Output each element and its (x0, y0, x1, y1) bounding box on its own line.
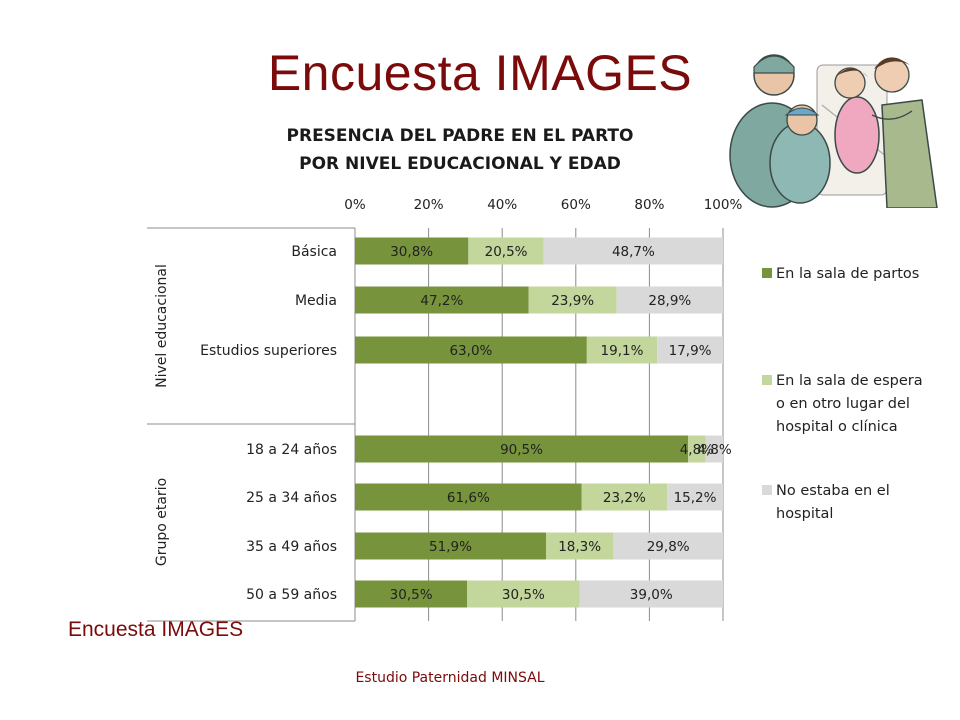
legend-label: En la sala de espera o en otro lugar del… (776, 373, 923, 435)
data-label: 19,1% (601, 343, 644, 359)
data-label: 29,8% (647, 539, 690, 555)
data-label: 4,8% (680, 442, 714, 458)
legend-swatch (762, 375, 772, 385)
x-tick-label: 100% (704, 197, 743, 213)
data-label: 23,9% (551, 293, 594, 309)
bar-segment-1 (355, 286, 529, 314)
chart-title: PRESENCIA DEL PADRE EN EL PARTO POR NIVE… (220, 122, 700, 178)
x-tick-label: 40% (487, 197, 517, 213)
data-label: 61,6% (447, 490, 490, 506)
data-label: 28,9% (648, 293, 691, 309)
slide-title: Encuesta IMAGES (267, 45, 693, 101)
legend-swatch (762, 268, 772, 278)
bar-segment-1 (355, 237, 469, 265)
data-label: 4,8% (697, 442, 731, 458)
bar-segment-3 (616, 286, 723, 314)
data-label: 30,5% (390, 587, 433, 603)
bar-segment-1 (355, 580, 468, 608)
data-label: 63,0% (449, 343, 492, 359)
chart-title-line-1: PRESENCIA DEL PADRE EN EL PARTO (286, 126, 634, 146)
bar-segment-3 (657, 336, 723, 364)
category-label: Estudios superiores (200, 343, 337, 359)
bar-segment-3 (667, 483, 723, 511)
data-label: 90,5% (500, 442, 543, 458)
bar-segment-1 (355, 483, 582, 511)
legend-swatch (762, 485, 772, 495)
bar-segment-2 (688, 435, 706, 463)
category-label: 18 a 24 años (246, 442, 337, 458)
data-label: 39,0% (630, 587, 673, 603)
legend-label: No estaba en el hospital (776, 483, 890, 522)
bar-segment-3 (705, 435, 723, 463)
bar-segment-1 (355, 435, 689, 463)
data-label: 48,7% (612, 244, 655, 260)
data-label: 51,9% (429, 539, 472, 555)
bar-segment-3 (613, 532, 723, 560)
data-label: 30,8% (390, 244, 433, 260)
category-label: Básica (291, 244, 337, 260)
data-label: 47,2% (420, 293, 463, 309)
bar-segment-3 (543, 237, 723, 265)
category-label: 35 a 49 años (246, 539, 337, 555)
bar-segment-2 (586, 336, 658, 364)
legend-label: En la sala de partos (776, 266, 920, 282)
category-label: Media (295, 293, 337, 309)
group-label: Nivel educacional (154, 264, 170, 388)
data-label: 30,5% (502, 587, 545, 603)
data-label: 18,3% (558, 539, 601, 555)
x-tick-label: 20% (414, 197, 444, 213)
bar-segment-2 (468, 237, 544, 265)
chart-title-line-2: POR NIVEL EDUCACIONAL Y EDAD (299, 154, 621, 174)
x-tick-label: 60% (561, 197, 591, 213)
data-label: 20,5% (485, 244, 528, 260)
childbirth-illustration (729, 54, 938, 208)
footer-source-label: Encuesta IMAGES (68, 618, 244, 641)
bar-segment-1 (355, 336, 587, 364)
data-label: 17,9% (669, 343, 712, 359)
bar-segment-3 (579, 580, 723, 608)
category-label: 25 a 34 años (246, 490, 337, 506)
bar-segment-2 (581, 483, 668, 511)
bar-segment-2 (545, 532, 614, 560)
bar-segment-2 (528, 286, 617, 314)
data-label: 23,2% (603, 490, 646, 506)
x-tick-label: 0% (344, 197, 366, 213)
bar-segment-2 (467, 580, 580, 608)
x-tick-label: 80% (634, 197, 664, 213)
group-label: Grupo etario (154, 478, 170, 566)
footer-study-label: Estudio Paternidad MINSAL (355, 670, 545, 686)
data-label: 15,2% (674, 490, 717, 506)
category-label: 50 a 59 años (246, 587, 337, 603)
bar-segment-1 (355, 532, 546, 560)
